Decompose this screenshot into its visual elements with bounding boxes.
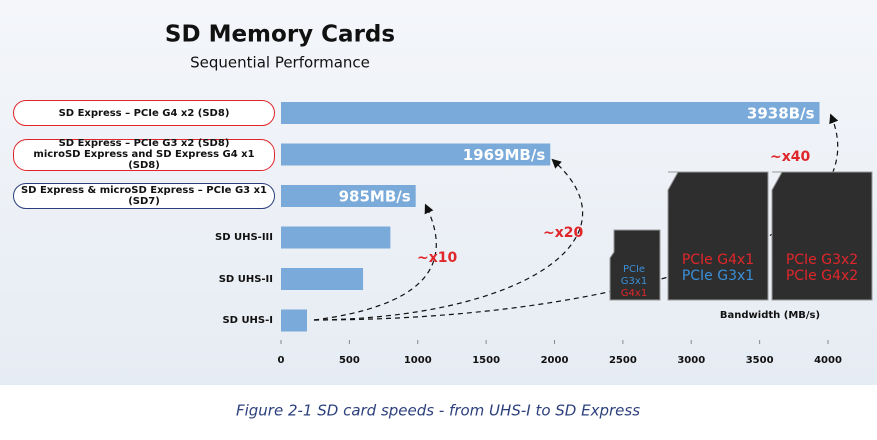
bar: [281, 268, 364, 290]
card-body: [771, 171, 873, 301]
annotation: ~x10: [417, 250, 458, 266]
card-label: PCIe: [623, 264, 645, 275]
x-tick-label: 2500: [609, 355, 637, 366]
chart-title: SD Memory Cards: [165, 22, 395, 48]
card-label: G4x1: [621, 288, 647, 299]
category-label: SD Express – PCIe G4 x2 (SD8): [13, 100, 275, 126]
caption: Figure 2-1 SD card speeds - from UHS-I t…: [236, 402, 640, 420]
bar: [281, 309, 307, 332]
category-label: SD Express – PCIe G3 x2 (SD8) microSD Ex…: [13, 138, 275, 171]
arrow-x20: [313, 158, 584, 321]
sd-card: PCIe G3x2 PCIe G4x2: [771, 171, 873, 301]
data-label: 985MB/s: [339, 188, 411, 206]
card-body: [609, 229, 661, 301]
x-axis-label: Bandwidth (MB/s): [720, 310, 820, 321]
bar: [281, 143, 551, 166]
annotation: ~x20: [543, 225, 584, 241]
card-label: PCIe G3x2: [786, 252, 858, 268]
bar: [281, 226, 391, 249]
x-tick-label: 2000: [541, 355, 569, 366]
card-label: G3x1: [621, 276, 647, 287]
category-label: SD UHS-I: [222, 315, 273, 326]
category-label: SD UHS-II: [218, 273, 273, 285]
category-label: SD Express & microSD Express – PCIe G3 x…: [13, 183, 275, 209]
data-label: 1969MB/s: [463, 146, 546, 164]
x-tick-label: 3500: [746, 355, 774, 366]
card-label: PCIe G3x1: [682, 268, 754, 284]
annotation: ~x40: [770, 149, 811, 165]
x-tick-label: 0: [278, 355, 285, 366]
bar: [281, 102, 820, 124]
chart-subtitle: Sequential Performance: [190, 54, 370, 72]
arrow-x10: [313, 203, 437, 321]
x-tick-label: 4000: [814, 355, 842, 366]
category-label: SD UHS-III: [215, 232, 273, 243]
card-body: [667, 171, 769, 301]
card-label: PCIe G4x2: [786, 268, 858, 284]
sd-card: PCIe G4x1 PCIe G3x1: [667, 171, 769, 301]
x-tick-label: 1500: [472, 355, 500, 366]
x-tick-label: 500: [339, 355, 360, 366]
bar: [281, 185, 416, 207]
data-label: 3938B/s: [747, 105, 815, 123]
x-tick-label: 3000: [677, 355, 705, 366]
microsd-card: PCIe G3x1 G4x1: [609, 229, 661, 301]
x-tick-label: 1000: [404, 355, 432, 366]
card-label: PCIe G4x1: [682, 252, 754, 268]
